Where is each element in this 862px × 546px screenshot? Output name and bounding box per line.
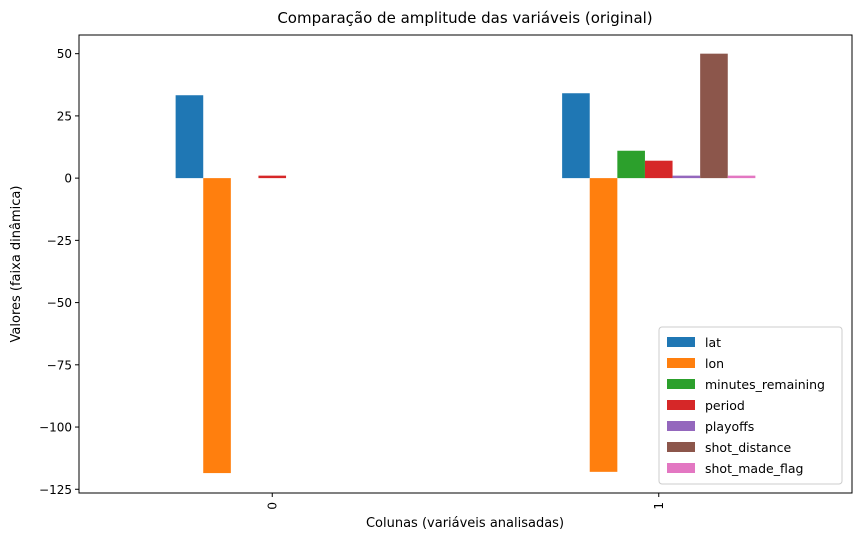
x-tick-label: 0: [265, 502, 279, 510]
bar-period-0: [258, 175, 287, 179]
y-tick-label: −75: [47, 358, 72, 372]
legend-swatch-playoffs: [667, 421, 695, 431]
bar-shot_distance-1: [700, 53, 728, 179]
legend-label-lat: lat: [705, 335, 721, 350]
legend-box: [658, 326, 843, 485]
legend-swatch-shot_made_flag: [667, 463, 695, 473]
bar-lon-1: [589, 178, 618, 472]
legend-label-playoffs: playoffs: [705, 419, 754, 434]
bar-period-1: [644, 160, 673, 179]
legend-swatch-shot_distance: [667, 442, 695, 452]
bar-lon-0: [203, 178, 231, 474]
legend-label-period: period: [705, 398, 745, 413]
y-tick-label: 0: [64, 172, 72, 186]
legend-swatch-lat: [667, 337, 695, 347]
bar-playoffs-1: [672, 175, 701, 179]
bar-minutes_remaining-1: [617, 150, 645, 179]
legend-label-minutes_remaining: minutes_remaining: [705, 377, 825, 392]
y-tick-label: −50: [47, 296, 72, 310]
x-tick-label: 1: [652, 502, 666, 510]
y-tick-label: −100: [39, 421, 72, 435]
legend-swatch-minutes_remaining: [667, 379, 695, 389]
y-axis-label: Valores (faixa dinâmica): [9, 186, 24, 343]
y-tick-label: 50: [57, 47, 72, 61]
bars-layer: [175, 53, 756, 474]
x-axis-label: Colunas (variáveis analisadas): [366, 516, 564, 531]
y-tick-label: −125: [39, 483, 72, 497]
y-tick-label: 25: [57, 109, 72, 123]
y-tick-label: −25: [47, 234, 72, 248]
legend-swatch-lon: [667, 358, 695, 368]
legend-label-shot_made_flag: shot_made_flag: [705, 461, 803, 476]
y-axis: 50 25 0 −25 −50 −75 −100 −125: [39, 47, 79, 497]
chart-title: Comparação de amplitude das variáveis (o…: [277, 9, 652, 27]
bar-lat-1: [562, 93, 590, 179]
bar-shot_made_flag-1: [727, 175, 756, 179]
plot-frame: [78, 34, 853, 494]
legend-label-shot_distance: shot_distance: [705, 440, 792, 455]
bar-lat-0: [175, 95, 204, 179]
legend-label-lon: lon: [705, 356, 724, 371]
legend-swatch-period: [667, 400, 695, 410]
